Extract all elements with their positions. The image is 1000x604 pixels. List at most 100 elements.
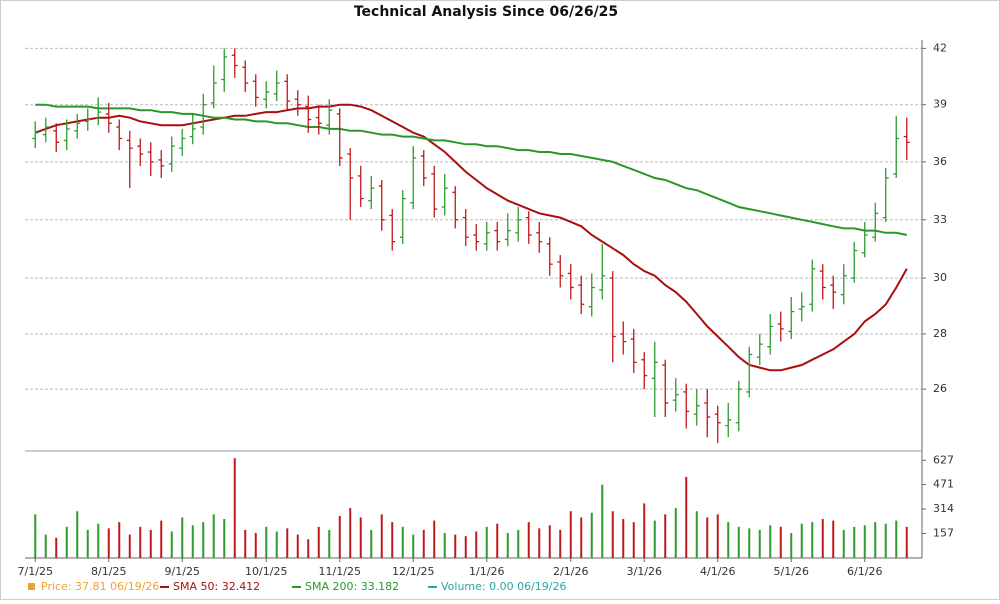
volume-bar	[748, 528, 751, 558]
chart-title: Technical Analysis Since 06/26/25	[354, 4, 618, 20]
y-tick-label: 28	[933, 327, 947, 340]
volume-bar	[905, 526, 908, 558]
volume-bar	[422, 529, 425, 558]
volume-bar	[328, 529, 331, 558]
volume-bar	[674, 508, 677, 558]
x-tick-label: 9/1/25	[165, 565, 200, 578]
volume-bar	[895, 520, 898, 558]
volume-tick-label: 157	[933, 527, 954, 540]
volume-bar	[380, 514, 383, 558]
volume-bar	[149, 529, 152, 558]
volume-bar	[622, 519, 625, 558]
volume-bar	[611, 511, 614, 558]
volume-bar	[485, 526, 488, 558]
volume-tick-label: 627	[933, 453, 954, 466]
volume-bar	[128, 534, 131, 558]
volume-bar	[170, 531, 173, 558]
volume-bar	[265, 526, 268, 558]
volume-bar	[338, 515, 341, 558]
legend-swatch	[28, 583, 35, 590]
moving-average	[34, 103, 908, 372]
volume-bar	[475, 531, 478, 558]
volume-bar	[685, 476, 688, 558]
x-tick-label: 1/1/26	[469, 565, 504, 578]
x-tick-label: 7/1/25	[18, 565, 53, 578]
volume-bar	[874, 522, 877, 558]
x-tick-label: 11/1/25	[319, 565, 361, 578]
volume-bar	[496, 523, 499, 558]
volume-bar	[433, 520, 436, 558]
x-tick-label: 10/1/25	[245, 565, 287, 578]
x-tick-label: 4/1/26	[700, 565, 735, 578]
legend-label: SMA 200: 33.182	[305, 580, 399, 593]
volume-bar	[233, 458, 236, 558]
y-tick-label: 36	[933, 155, 947, 168]
volume-bar	[737, 526, 740, 558]
x-tick-label: 5/1/26	[774, 565, 809, 578]
volume-bar	[716, 514, 719, 558]
volume-bar	[664, 514, 667, 558]
volume-bar	[86, 529, 89, 558]
volume-bar	[632, 522, 635, 558]
volume-bar	[653, 520, 656, 558]
legend-label: Price: 37.81 06/19/26	[41, 580, 159, 593]
volume-bar	[275, 531, 278, 558]
volume-bar	[55, 537, 58, 558]
volume-bar	[44, 534, 47, 558]
volume-bar	[779, 526, 782, 558]
volume-bar	[181, 517, 184, 558]
volume-bar	[160, 520, 163, 558]
volume-bar	[527, 522, 530, 558]
volume-bar	[569, 511, 572, 558]
volume-bar	[506, 533, 509, 558]
volume-bar	[391, 522, 394, 558]
volume-bar	[254, 533, 257, 558]
volume-bar	[790, 533, 793, 558]
volume-bar	[307, 539, 310, 558]
volume-bar	[76, 511, 79, 558]
volume-bar	[401, 526, 404, 558]
volume-bar	[769, 525, 772, 558]
volume-bar	[727, 522, 730, 558]
y-tick-label: 39	[933, 98, 947, 111]
moving-average	[35, 103, 908, 236]
y-tick-label: 30	[933, 271, 947, 284]
volume-bar	[349, 508, 352, 558]
volume-bar	[223, 519, 226, 558]
volume-bar	[296, 534, 299, 558]
volume-bar	[65, 526, 68, 558]
volume-bar	[601, 484, 604, 558]
volume-bar	[118, 522, 121, 558]
volume-bar	[97, 523, 100, 558]
volume-bar	[212, 514, 215, 558]
volume-bar	[832, 520, 835, 558]
volume-bar	[317, 526, 320, 558]
volume-bar	[517, 529, 520, 558]
volume-bar	[590, 512, 593, 558]
volume-bar	[842, 529, 845, 558]
volume-bar	[863, 525, 866, 558]
legend-label: SMA 50: 32.412	[173, 580, 260, 593]
volume-bar	[464, 536, 467, 558]
volume-tick-label: 471	[933, 478, 954, 491]
x-tick-label: 12/1/25	[392, 565, 434, 578]
volume-bar	[800, 523, 803, 558]
x-tick-label: 2/1/26	[553, 565, 588, 578]
x-tick-label: 8/1/25	[91, 565, 126, 578]
volume-bar	[811, 522, 814, 558]
volume-bar	[643, 503, 646, 558]
volume-bar	[548, 525, 551, 558]
legend-label: Volume: 0.00 06/19/26	[441, 580, 567, 593]
y-tick-label: 33	[933, 213, 947, 226]
volume-bar	[202, 522, 205, 558]
volume-bar	[139, 526, 142, 558]
volume-bar	[706, 517, 709, 558]
volume-bar	[191, 525, 194, 558]
x-tick-label: 3/1/26	[627, 565, 662, 578]
volume-bar	[538, 528, 541, 558]
volume-bar	[34, 514, 37, 558]
volume-bar	[758, 529, 761, 558]
